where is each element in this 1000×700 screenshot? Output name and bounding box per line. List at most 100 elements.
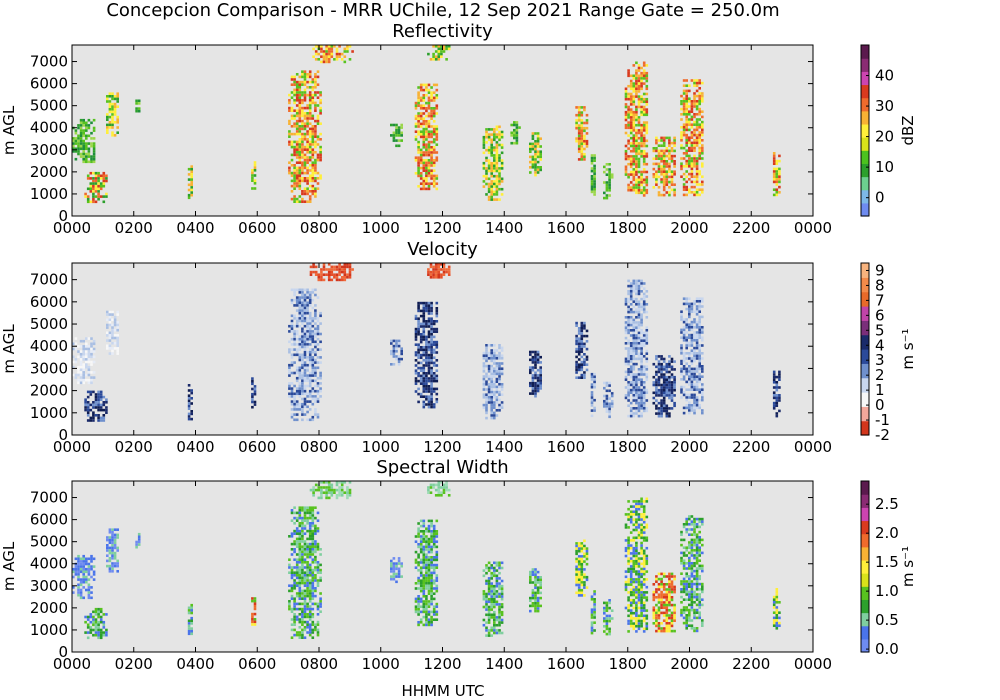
echo-cell	[79, 567, 83, 571]
echo-cell	[306, 384, 309, 388]
echo-cell	[306, 158, 309, 162]
echo-cell	[432, 403, 436, 406]
echo-cell	[690, 393, 694, 397]
echo-cell	[682, 326, 686, 329]
echo-cell	[419, 182, 423, 185]
echo-cell	[308, 363, 312, 367]
echo-cell	[605, 168, 609, 171]
echo-cell	[425, 182, 428, 185]
echo-cell	[85, 360, 88, 364]
echo-cell	[417, 361, 420, 365]
echo-cell	[487, 367, 491, 370]
echo-cell	[295, 545, 299, 548]
echo-cell	[414, 125, 418, 128]
echo-cell	[298, 106, 302, 110]
echo-cell	[298, 542, 302, 546]
echo-cell	[577, 350, 581, 353]
echo-cell	[417, 400, 420, 404]
echo-cell	[308, 96, 312, 99]
echo-cell	[108, 121, 112, 124]
echo-cell	[94, 623, 98, 627]
echo-cell	[498, 398, 501, 402]
echo-cell	[688, 302, 691, 306]
echo-cell	[637, 84, 641, 88]
echo-cell	[303, 153, 307, 157]
echo-cell	[306, 374, 309, 377]
echo-cell	[493, 414, 496, 417]
echo-cell	[74, 137, 78, 140]
echo-cell	[327, 45, 331, 48]
echo-cell	[311, 389, 315, 393]
echo-cell	[190, 167, 193, 171]
echo-cell	[432, 340, 436, 344]
echo-cell	[427, 159, 431, 162]
echo-cell	[422, 395, 426, 398]
echo-cell	[688, 118, 691, 121]
echo-cell	[301, 138, 304, 141]
x-tick-label: 1800	[609, 219, 647, 237]
echo-cell	[685, 149, 688, 152]
echo-cell	[417, 366, 420, 370]
echo-cell	[295, 571, 299, 574]
echo-cell	[306, 145, 309, 149]
echo-cell	[308, 169, 312, 172]
echo-cell	[662, 404, 666, 408]
echo-cell	[662, 167, 666, 171]
echo-cell	[585, 145, 589, 148]
echo-cell	[303, 509, 307, 512]
echo-cell	[662, 357, 666, 361]
echo-cell	[688, 315, 691, 319]
echo-cell	[422, 88, 426, 92]
echo-cell	[629, 113, 633, 117]
echo-cell	[425, 390, 428, 393]
echo-cell	[427, 273, 430, 276]
echo-cell	[577, 147, 581, 151]
echo-cell	[316, 324, 320, 328]
echo-cell	[317, 278, 321, 282]
echo-cell	[682, 367, 686, 371]
echo-cell	[660, 180, 663, 184]
echo-cell	[624, 92, 628, 96]
echo-cell	[87, 570, 91, 574]
echo-cell	[435, 94, 439, 97]
echo-cell	[435, 314, 439, 318]
echo-cell	[392, 123, 396, 127]
echo-cell	[303, 574, 307, 577]
echo-cell	[295, 177, 299, 180]
echo-cell	[82, 144, 85, 148]
echo-cell	[314, 374, 317, 377]
echo-cell	[290, 109, 294, 112]
echo-cell	[74, 376, 78, 379]
echo-cell	[640, 355, 643, 358]
echo-cell	[187, 632, 191, 636]
echo-cell	[432, 133, 436, 136]
echo-cell	[698, 133, 701, 137]
echo-cell	[635, 142, 638, 145]
echo-cell	[575, 121, 578, 125]
echo-cell	[695, 165, 699, 168]
echo-cell	[392, 347, 396, 350]
echo-cell	[301, 164, 304, 167]
echo-cell	[610, 173, 614, 176]
echo-cell	[303, 324, 307, 328]
echo-cell	[690, 378, 694, 381]
echo-cell	[316, 548, 320, 551]
echo-cell	[308, 418, 312, 422]
echo-cell	[583, 363, 586, 366]
echo-cell	[116, 328, 119, 332]
echo-cell	[500, 159, 504, 162]
echo-cell	[86, 403, 90, 407]
echo-cell	[303, 581, 307, 585]
echo-cell	[660, 157, 663, 160]
echo-cell	[308, 548, 312, 551]
echo-cell	[695, 404, 699, 407]
echo-cell	[665, 368, 669, 371]
echo-cell	[319, 101, 322, 105]
echo-cell	[116, 95, 119, 98]
echo-cell	[531, 350, 535, 354]
echo-cell	[295, 350, 299, 354]
echo-cell	[314, 343, 317, 346]
echo-cell	[348, 268, 352, 271]
echo-cell	[306, 392, 309, 396]
echo-cell	[414, 172, 418, 175]
